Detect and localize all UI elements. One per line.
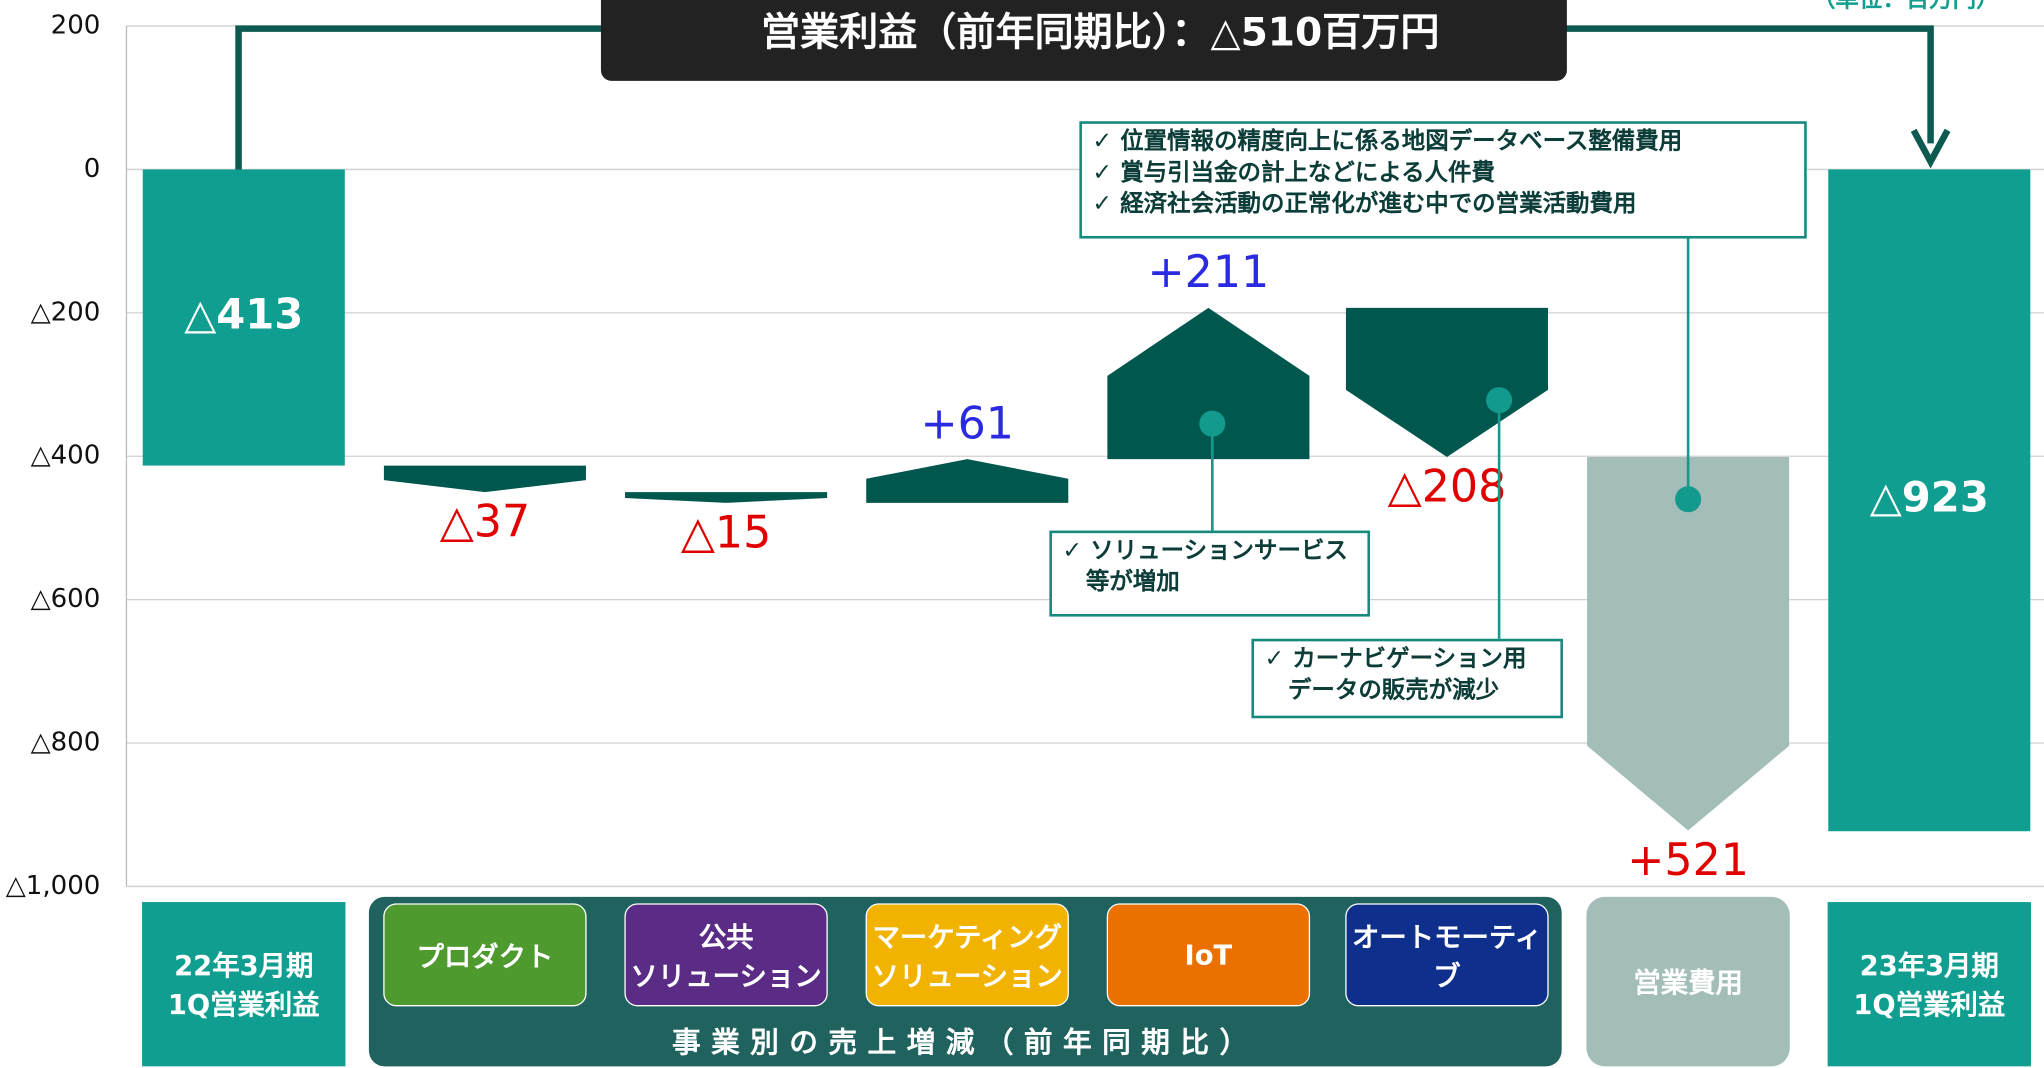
data-label: △413 bbox=[184, 290, 303, 339]
data-label: △37 bbox=[440, 497, 530, 548]
annotation-line: ✓ 経済社会活動の正常化が進む中での営業活動費用 bbox=[1092, 190, 1637, 218]
bar bbox=[383, 465, 586, 493]
data-label: +521 bbox=[1627, 835, 1749, 886]
annotation: ✓ 位置情報の精度向上に係る地図データベース整備費用 ✓ 賞与引当金の計上などによ… bbox=[1079, 121, 1807, 239]
annotation-line: ✓ カーナビゲーション用 bbox=[1264, 645, 1527, 673]
bar bbox=[1345, 307, 1548, 457]
annotation: ✓ ソリューションサービス 等が増加 bbox=[1049, 530, 1371, 617]
category-label: 公共 ソリューション bbox=[624, 903, 828, 1007]
category-label: IoT bbox=[1106, 903, 1311, 1007]
unit-label: （単位：百万円） bbox=[1812, 0, 2000, 13]
title-banner bbox=[600, 0, 1567, 81]
annotation: ✓ カーナビゲーション用 データの販売が減少 bbox=[1251, 638, 1563, 719]
data-label: △208 bbox=[1388, 462, 1507, 513]
connector-arrow bbox=[1910, 128, 1951, 169]
bar bbox=[1828, 169, 2031, 832]
data-label: △15 bbox=[681, 507, 771, 558]
category-label: オートモーティブ bbox=[1345, 903, 1549, 1007]
annotation-line: ✓ 賞与引当金の計上などによる人件費 bbox=[1092, 159, 1495, 187]
y-tick-label: △1,000 bbox=[6, 871, 101, 901]
data-label: +61 bbox=[920, 399, 1014, 450]
bar bbox=[142, 169, 345, 466]
bar bbox=[1107, 307, 1310, 460]
category-label: マーケティング ソリューション bbox=[865, 903, 1069, 1007]
callout-dot bbox=[1486, 387, 1513, 414]
annotation-line: 等が増加 bbox=[1062, 568, 1180, 596]
callout-dot bbox=[1199, 410, 1226, 437]
y-tick-label: △400 bbox=[31, 441, 101, 471]
y-tick-label: 0 bbox=[84, 154, 101, 184]
bar bbox=[1587, 456, 1790, 831]
y-tick-label: △200 bbox=[31, 297, 101, 327]
category-label: 23年3月期 1Q営業利益 bbox=[1827, 902, 2031, 1067]
chart-title: 営業利益（前年同期比）：△510百万円 bbox=[761, 11, 1440, 56]
y-tick-label: △800 bbox=[31, 728, 101, 758]
annotation-line: ✓ ソリューションサービス bbox=[1062, 537, 1348, 565]
data-label: +211 bbox=[1148, 247, 1270, 298]
category-label: 22年3月期 1Q営業利益 bbox=[142, 902, 346, 1067]
annotation-line: ✓ 位置情報の精度向上に係る地図データベース整備費用 bbox=[1092, 127, 1683, 156]
category-label: プロダクト bbox=[383, 903, 587, 1007]
category-label: 営業費用 bbox=[1586, 896, 1790, 1067]
callout-dot bbox=[1675, 486, 1702, 513]
bar bbox=[625, 492, 828, 503]
y-tick-label: 200 bbox=[51, 11, 101, 41]
y-tick-label: △600 bbox=[31, 584, 101, 614]
data-label: △923 bbox=[1870, 472, 1989, 521]
annotation-line: データの販売が減少 bbox=[1264, 676, 1500, 704]
bar bbox=[866, 459, 1069, 503]
